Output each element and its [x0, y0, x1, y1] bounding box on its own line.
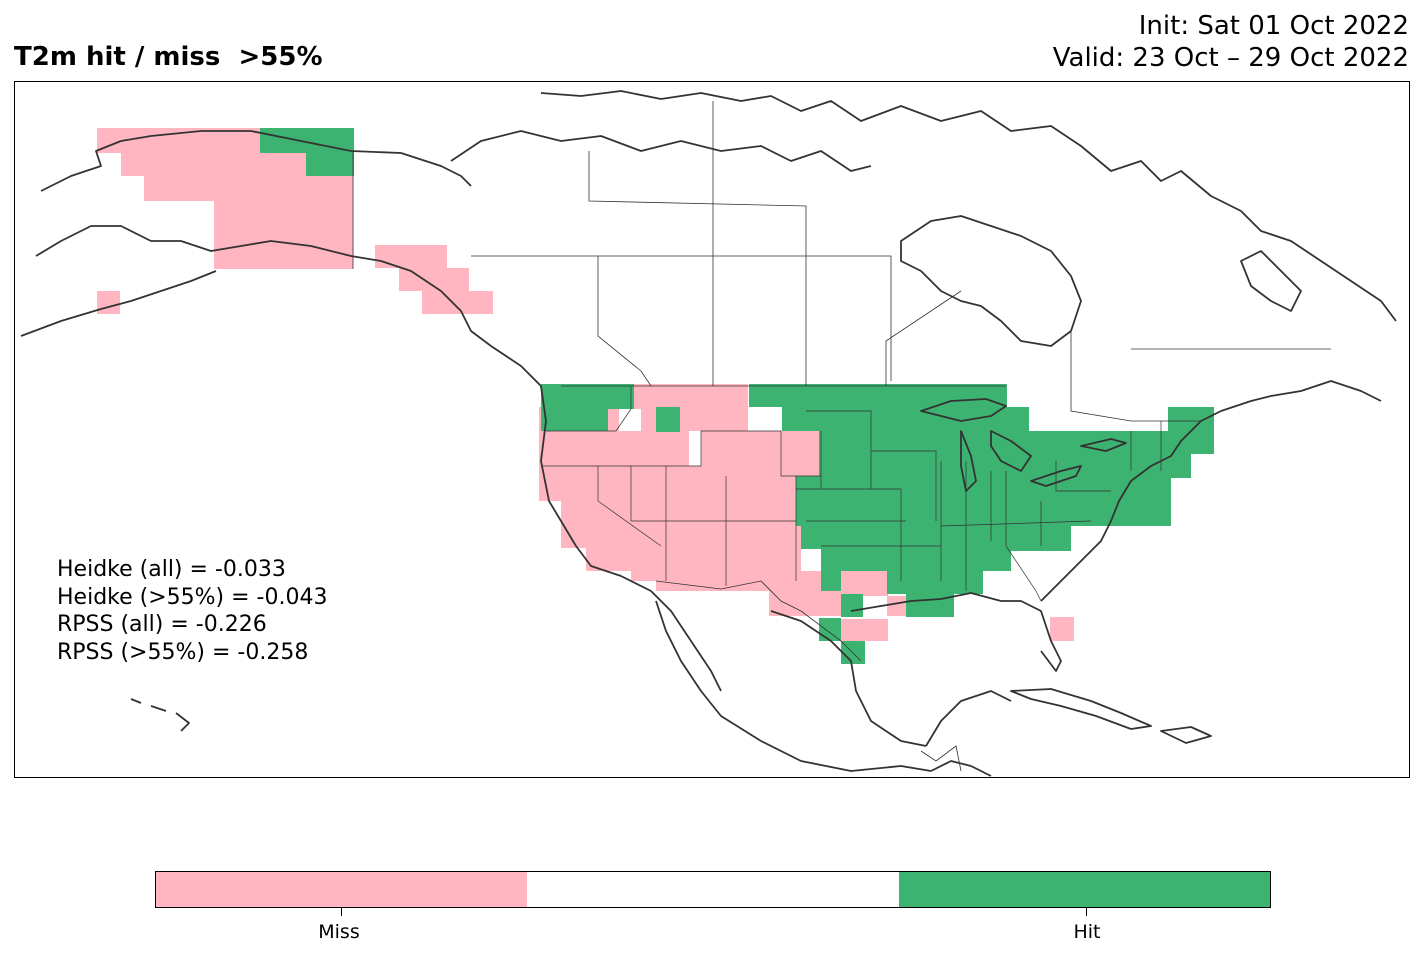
init-date: Init: Sat 01 Oct 2022 [1138, 11, 1409, 41]
hit-cell [656, 407, 680, 432]
miss-cell [1050, 617, 1074, 641]
hit-cell [1006, 546, 1071, 551]
heidke-55: Heidke (>55%) = -0.043 [57, 584, 328, 610]
map-canvas [20, 90, 1397, 777]
borders [352, 101, 1331, 772]
miss-cell [841, 619, 888, 641]
hit-miss-grid [97, 128, 1214, 664]
skill-scores: Heidke (all) = -0.033 Heidke (>55%) = -0… [57, 556, 327, 666]
miss-cell [375, 245, 447, 268]
miss-cell [561, 501, 801, 548]
miss-cell [539, 431, 689, 466]
colorbar-hit-segment [898, 872, 1270, 907]
hit-cell [306, 151, 354, 176]
heidke-all: Heidke (all) = -0.033 [57, 557, 286, 582]
miss-cell [144, 176, 261, 201]
miss-cell [97, 291, 120, 314]
map-title: T2m hit / miss >55% [14, 42, 323, 72]
date-labels: Init: Sat 01 Oct 2022 Valid: 23 Oct – 29… [1053, 10, 1409, 74]
hit-cell [797, 501, 1117, 526]
miss-cell [399, 268, 469, 291]
miss-cell [586, 548, 801, 571]
hit-cell [941, 571, 977, 594]
miss-cell [701, 431, 821, 476]
miss-cell [121, 151, 261, 176]
hit-cell [1011, 407, 1029, 432]
rpss-all: RPSS (all) = -0.226 [57, 612, 267, 637]
colorbar-miss-segment [156, 872, 528, 907]
colorbar [155, 871, 1271, 908]
colorbar-tick-miss [341, 908, 342, 916]
map-panel [14, 81, 1410, 778]
hit-cell [801, 526, 1071, 549]
miss-cell [841, 571, 888, 596]
valid-range: Valid: 23 Oct – 29 Oct 2022 [1052, 43, 1409, 73]
state-borders [541, 386, 1162, 602]
miss-cell [422, 291, 493, 314]
hit-cell [821, 571, 841, 591]
hit-cell [819, 431, 1084, 476]
miss-cell [656, 581, 781, 591]
hit-cell [554, 384, 634, 409]
hit-cell [1141, 453, 1191, 478]
coastlines [20, 90, 1397, 777]
miss-cell [214, 246, 353, 269]
colorbar-tick-hit [1086, 908, 1087, 916]
hit-cell [821, 546, 1011, 571]
colorbar-label-miss: Miss [318, 921, 360, 943]
hit-cell [819, 618, 841, 641]
hit-cell [841, 594, 863, 617]
colorbar-neutral-segment [527, 872, 899, 907]
colorbar-label-hit: Hit [1073, 921, 1101, 943]
rpss-55: RPSS (>55%) = -0.258 [57, 639, 309, 665]
